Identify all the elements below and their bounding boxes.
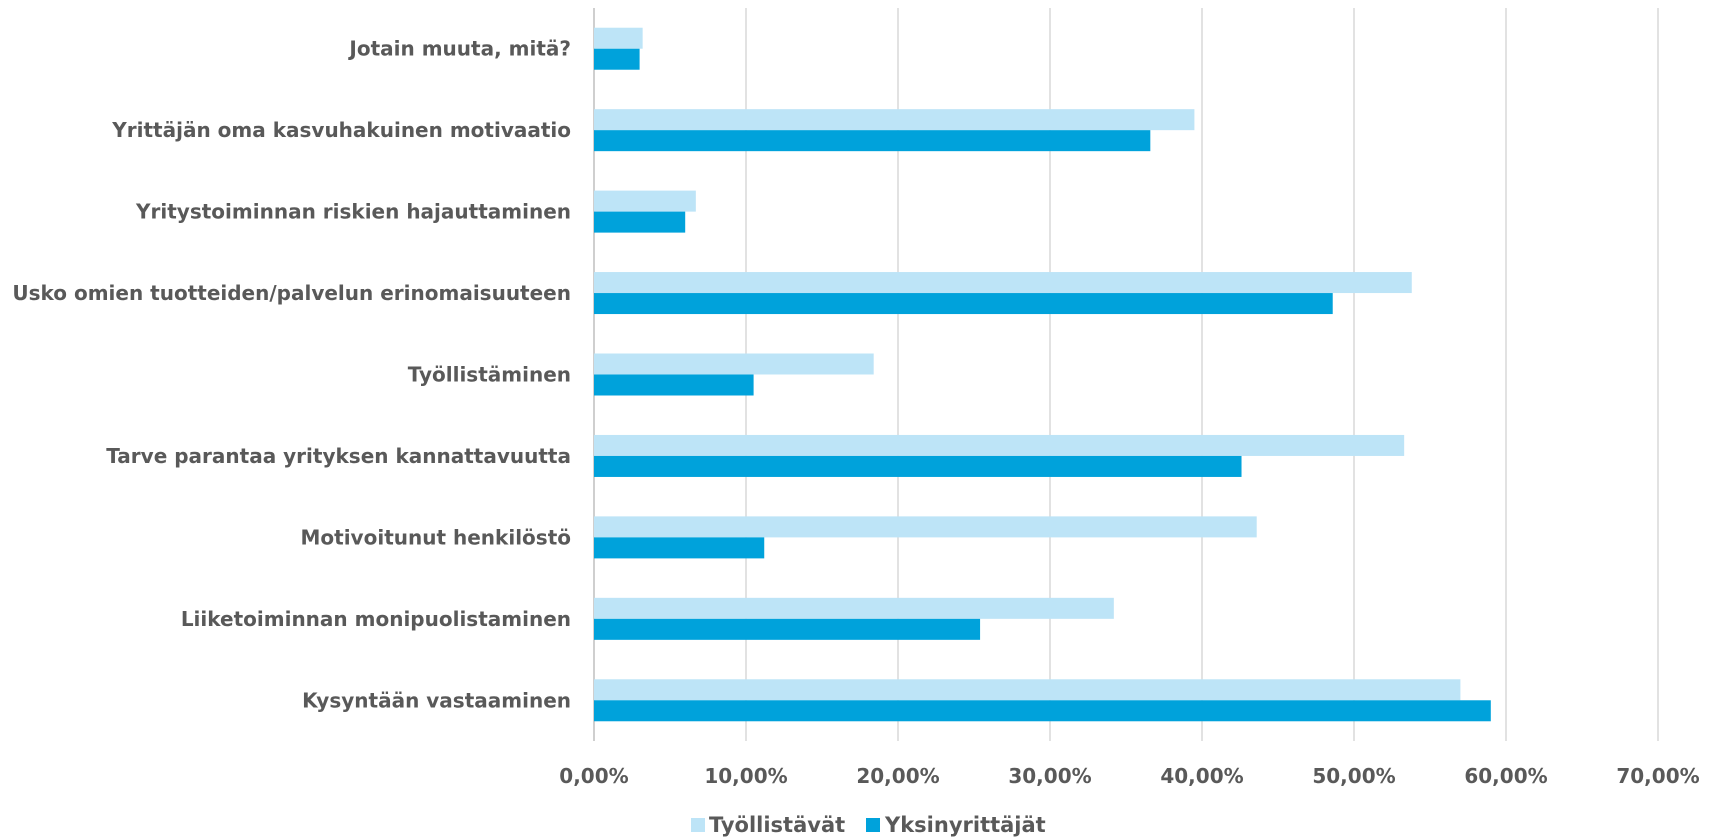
bar-tyollistavat: [594, 27, 643, 49]
bar-tyollistavat: [594, 516, 1257, 538]
bar-yksinyrittajat: [594, 618, 981, 640]
bar-yksinyrittajat: [594, 700, 1491, 722]
bar-yksinyrittajat: [594, 48, 640, 70]
legend-swatch: [866, 818, 880, 832]
bar-yksinyrittajat: [594, 130, 1151, 152]
bars: [594, 27, 1491, 722]
legend-label: Työllistävät: [709, 813, 845, 837]
bar-yksinyrittajat: [594, 211, 686, 233]
bar-tyollistavat: [594, 109, 1195, 131]
x-tick-label: 60,00%: [1464, 764, 1547, 788]
bar-yksinyrittajat: [594, 374, 754, 396]
bar-tyollistavat: [594, 353, 874, 375]
x-tick-label: 40,00%: [1160, 764, 1243, 788]
bar-yksinyrittajat: [594, 537, 765, 559]
bar-tyollistavat: [594, 190, 696, 212]
bar-tyollistavat: [594, 679, 1461, 701]
category-label: Kysyntään vastaaminen: [302, 688, 571, 712]
category-label: Työllistäminen: [408, 363, 571, 387]
bar-yksinyrittajat: [594, 455, 1242, 477]
category-label: Motivoitunut henkilöstö: [301, 525, 572, 549]
category-label: Liiketoiminnan monipuolistaminen: [181, 607, 571, 631]
bar-tyollistavat: [594, 272, 1412, 294]
x-axis-tick-labels: 0,00% 10,00% 20,00% 30,00% 40,00% 50,00% 60,00…: [559, 764, 1699, 788]
category-label: Usko omien tuotteiden/palvelun erinomais…: [12, 281, 571, 305]
category-labels: Kysyntään vastaaminen Liiketoiminnan moni…: [12, 37, 571, 713]
x-tick-label: 0,00%: [559, 764, 628, 788]
x-tick-label: 20,00%: [856, 764, 939, 788]
legend: Työllistävät Yksinyrittäjät: [691, 813, 1046, 837]
legend-label: Yksinyrittäjät: [884, 813, 1046, 837]
category-label: Yritystoiminnan riskien hajauttaminen: [135, 200, 571, 224]
x-tick-label: 30,00%: [1008, 764, 1091, 788]
category-label: Jotain muuta, mitä?: [347, 37, 571, 61]
legend-swatch: [691, 818, 705, 832]
x-tick-label: 10,00%: [704, 764, 787, 788]
x-tick-label: 50,00%: [1312, 764, 1395, 788]
category-label: Tarve parantaa yrityksen kannattavuutta: [106, 444, 571, 468]
category-label: Yrittäjän oma kasvuhakuinen motivaatio: [111, 118, 571, 142]
bar-tyollistavat: [594, 597, 1114, 619]
bar-tyollistavat: [594, 434, 1405, 456]
bar-yksinyrittajat: [594, 293, 1333, 315]
x-tick-label: 70,00%: [1616, 764, 1699, 788]
